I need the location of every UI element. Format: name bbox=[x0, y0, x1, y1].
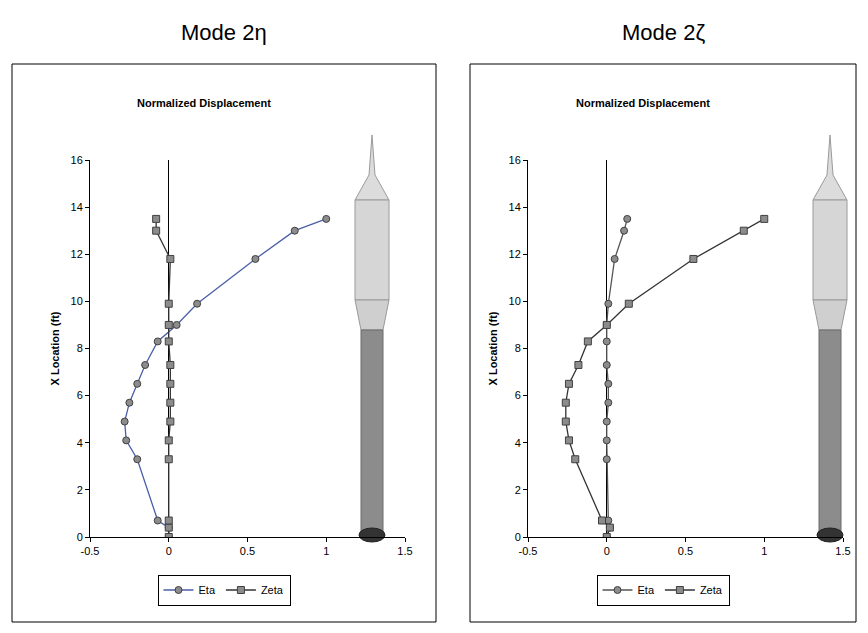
svg-text:2: 2 bbox=[515, 484, 521, 496]
svg-text:16: 16 bbox=[509, 154, 521, 166]
svg-text:1.5: 1.5 bbox=[835, 545, 850, 557]
svg-text:4: 4 bbox=[515, 437, 521, 449]
svg-text:12: 12 bbox=[71, 248, 83, 260]
svg-text:Mode 2η: Mode 2η bbox=[181, 20, 267, 45]
svg-text:0: 0 bbox=[77, 531, 83, 543]
svg-text:X Location (ft): X Location (ft) bbox=[49, 311, 61, 385]
svg-text:-0.5: -0.5 bbox=[81, 545, 100, 557]
svg-text:Normalized Displacement: Normalized Displacement bbox=[576, 97, 710, 109]
svg-text:8: 8 bbox=[77, 342, 83, 354]
svg-text:4: 4 bbox=[77, 437, 83, 449]
svg-text:2: 2 bbox=[77, 484, 83, 496]
svg-text:Zeta: Zeta bbox=[261, 584, 284, 596]
svg-text:Eta: Eta bbox=[638, 584, 655, 596]
svg-text:14: 14 bbox=[71, 201, 83, 213]
svg-text:0: 0 bbox=[166, 545, 172, 557]
svg-text:6: 6 bbox=[77, 389, 83, 401]
svg-text:0: 0 bbox=[604, 545, 610, 557]
svg-text:10: 10 bbox=[71, 295, 83, 307]
svg-text:10: 10 bbox=[509, 295, 521, 307]
svg-text:1.5: 1.5 bbox=[397, 545, 412, 557]
svg-text:Mode 2ζ: Mode 2ζ bbox=[622, 20, 705, 45]
svg-text:0: 0 bbox=[515, 531, 521, 543]
svg-text:16: 16 bbox=[71, 154, 83, 166]
svg-text:14: 14 bbox=[509, 201, 521, 213]
svg-text:1: 1 bbox=[323, 545, 329, 557]
svg-text:6: 6 bbox=[515, 389, 521, 401]
svg-text:12: 12 bbox=[509, 248, 521, 260]
svg-text:Normalized Displacement: Normalized Displacement bbox=[137, 97, 271, 109]
svg-text:X Location (ft): X Location (ft) bbox=[487, 311, 499, 385]
svg-text:0.5: 0.5 bbox=[240, 545, 255, 557]
svg-text:0.5: 0.5 bbox=[678, 545, 693, 557]
svg-text:8: 8 bbox=[515, 342, 521, 354]
svg-text:Eta: Eta bbox=[199, 584, 216, 596]
svg-text:1: 1 bbox=[761, 545, 767, 557]
svg-text:-0.5: -0.5 bbox=[519, 545, 538, 557]
svg-text:Zeta: Zeta bbox=[700, 584, 723, 596]
